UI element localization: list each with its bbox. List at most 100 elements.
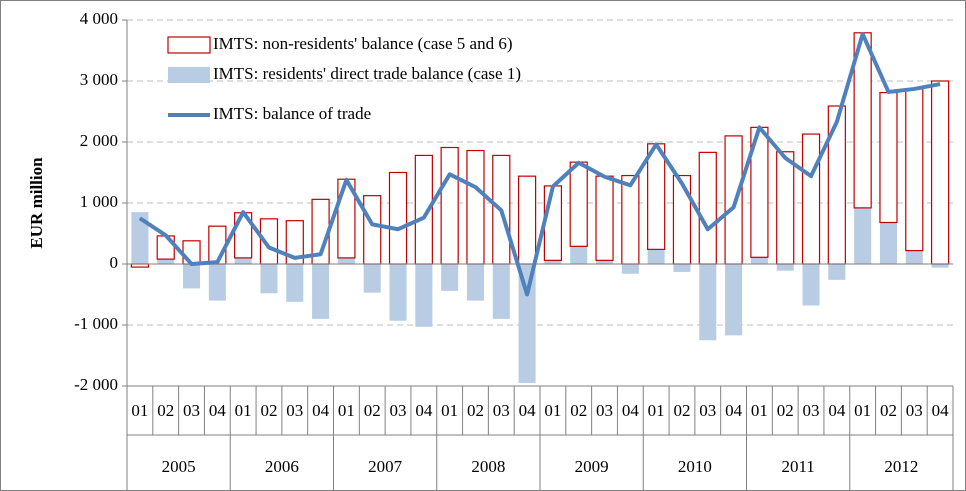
bar <box>388 171 408 265</box>
bar <box>673 264 691 272</box>
bar <box>879 91 898 224</box>
x-tick-label: 02 <box>570 401 587 420</box>
x-tick-label: 01 <box>441 401 458 420</box>
bar <box>363 195 382 265</box>
legend-label: IMTS: balance of trade <box>213 104 371 123</box>
x-tick-label: 04 <box>415 401 433 420</box>
bar <box>544 260 562 264</box>
x-tick-label: 01 <box>131 401 148 420</box>
x-tick-label: 04 <box>622 401 640 420</box>
bar <box>931 264 949 268</box>
group-label: 2010 <box>678 457 712 476</box>
bar <box>621 174 640 265</box>
bar <box>286 264 304 302</box>
x-tick-label: 01 <box>751 401 768 420</box>
bar <box>466 264 484 301</box>
x-tick-label: 03 <box>699 401 716 420</box>
legend-swatch <box>167 36 211 54</box>
legend-label: IMTS: residents' direct trade balance (c… <box>213 64 521 83</box>
bar <box>699 264 717 341</box>
group-label: 2006 <box>265 457 299 476</box>
bar <box>570 246 588 264</box>
bar <box>828 264 846 280</box>
bar <box>234 257 252 264</box>
x-tick-label: 04 <box>725 401 743 420</box>
group-label: 2012 <box>884 457 918 476</box>
x-tick-label: 02 <box>260 401 277 420</box>
line <box>138 32 941 297</box>
bar <box>621 264 639 274</box>
bar <box>441 264 459 291</box>
bar <box>208 264 226 301</box>
bar <box>750 257 768 264</box>
x-tick-label: 01 <box>854 401 871 420</box>
y-tick-label: -1 000 <box>74 314 118 333</box>
bar <box>725 264 743 336</box>
bar <box>131 212 149 264</box>
bar <box>312 264 330 319</box>
x-tick-label: 02 <box>364 401 381 420</box>
bar <box>466 149 485 265</box>
bar <box>543 185 563 261</box>
x-tick-label: 04 <box>828 401 846 420</box>
bar <box>776 264 794 271</box>
bar <box>415 264 433 327</box>
bar <box>183 264 201 289</box>
x-tick-label: 02 <box>880 401 897 420</box>
group-label: 2009 <box>575 457 609 476</box>
bar <box>518 264 536 383</box>
y-tick-label: 4 000 <box>80 9 118 28</box>
x-tick-label: 04 <box>519 401 537 420</box>
group-label: 2005 <box>162 457 196 476</box>
y-tick-label: -2 000 <box>74 375 118 394</box>
x-tick-label: 04 <box>312 401 330 420</box>
bar <box>596 260 614 264</box>
y-tick-label: 0 <box>110 253 119 272</box>
x-tick-label: 02 <box>777 401 794 420</box>
bar <box>260 264 278 294</box>
x-tick-label: 03 <box>803 401 820 420</box>
y-tick-label: 3 000 <box>80 70 118 89</box>
bar <box>595 175 614 261</box>
bar <box>905 250 923 264</box>
x-tick-label: 01 <box>544 401 561 420</box>
group-label: 2008 <box>471 457 505 476</box>
x-tick-label: 01 <box>338 401 355 420</box>
x-tick-label: 03 <box>596 401 613 420</box>
bar <box>905 88 924 252</box>
x-tick-label: 02 <box>467 401 484 420</box>
x-tick-label: 04 <box>209 401 227 420</box>
bar <box>854 207 872 264</box>
x-tick-label: 03 <box>493 401 510 420</box>
bar <box>930 80 950 265</box>
group-label: 2007 <box>368 457 403 476</box>
bar <box>698 151 717 265</box>
bar <box>440 146 459 265</box>
bar <box>827 105 846 265</box>
bar <box>647 249 665 264</box>
x-tick-label: 03 <box>183 401 200 420</box>
x-tick-label: 04 <box>932 401 950 420</box>
bar <box>724 135 743 265</box>
y-tick-label: 2 000 <box>80 131 118 150</box>
bar <box>776 151 795 265</box>
bar <box>802 264 820 306</box>
group-label: 2011 <box>781 457 814 476</box>
bar <box>647 143 666 250</box>
legend-label: IMTS: non-residents' balance (case 5 and… <box>213 34 513 53</box>
bar <box>801 133 821 265</box>
y-tick-label: 1 000 <box>80 192 118 211</box>
x-tick-label: 01 <box>235 401 252 420</box>
bar <box>879 222 897 264</box>
bar <box>389 264 407 321</box>
y-axis-label: EUR million <box>27 157 46 249</box>
bar <box>157 259 175 264</box>
bar <box>363 264 381 293</box>
x-tick-label: 03 <box>390 401 407 420</box>
bar <box>517 175 537 265</box>
bar <box>182 240 201 265</box>
bar <box>672 174 692 265</box>
x-tick-label: 03 <box>906 401 923 420</box>
bar <box>492 264 510 319</box>
